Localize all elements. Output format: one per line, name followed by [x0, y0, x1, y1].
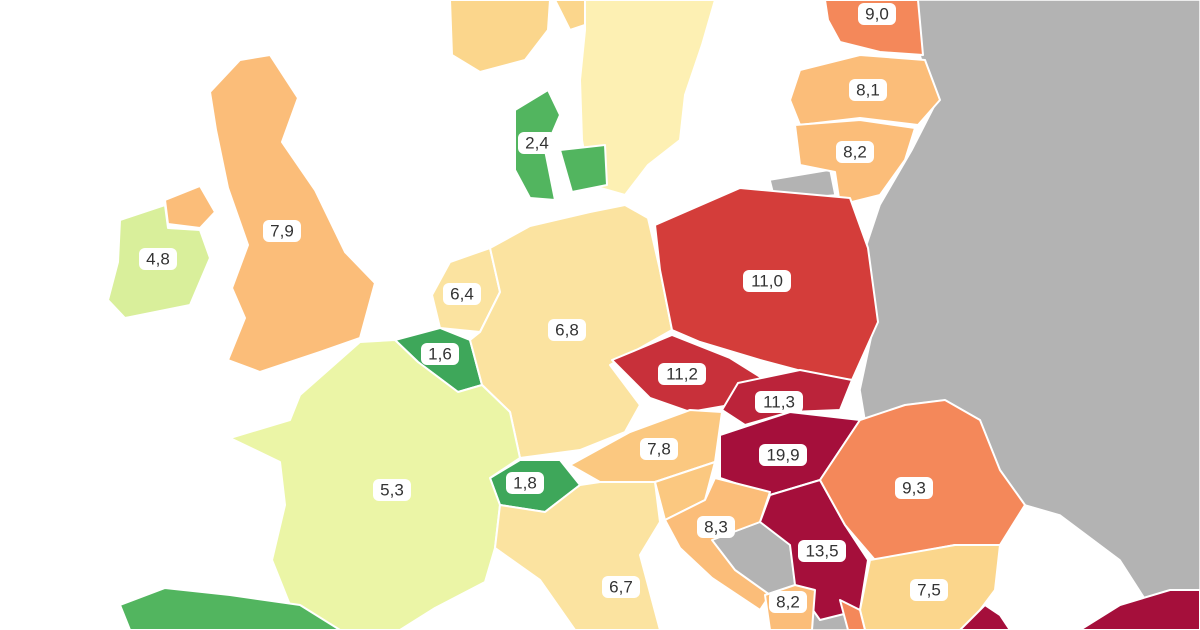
label-latvia: 8,1 — [849, 79, 887, 101]
label-bg — [697, 516, 735, 538]
label-bg — [769, 591, 807, 613]
value-labels: 9,0 8,1 8,2 2,4 7,9 4,8 6,4 1,6 6,8 11,0 11,2 11,3 1… — [139, 3, 948, 613]
label-czechia: 11,2 — [658, 363, 706, 385]
label-montenegro: 8,2 — [769, 591, 807, 613]
label-value: 11,0 — [751, 271, 783, 290]
sweden[interactable] — [579, 0, 716, 196]
label-ireland: 4,8 — [139, 248, 177, 270]
label-france: 5,3 — [373, 479, 411, 501]
label-germany: 6,8 — [548, 319, 586, 341]
label-bg — [263, 220, 301, 242]
denmark[interactable] — [514, 89, 608, 201]
label-value: 11,3 — [763, 392, 795, 411]
label-value: 2,4 — [525, 133, 549, 152]
label-romania: 9,3 — [895, 477, 933, 499]
label-bg — [518, 132, 556, 154]
turkey[interactable] — [959, 589, 1200, 630]
label-bg — [849, 79, 887, 101]
estonia[interactable] — [824, 0, 924, 56]
label-lithuania: 8,2 — [836, 141, 874, 163]
label-slovakia: 11,3 — [755, 391, 803, 413]
label-value: 11,2 — [666, 364, 698, 383]
label-bulgaria: 7,5 — [910, 579, 948, 601]
label-bg — [548, 319, 586, 341]
uk[interactable] — [209, 54, 376, 373]
label-italy: 6,7 — [602, 576, 640, 598]
label-value: 7,5 — [917, 580, 941, 599]
label-value: 6,4 — [450, 284, 474, 303]
label-bg — [506, 472, 544, 494]
spain[interactable] — [119, 587, 341, 630]
label-value: 19,9 — [766, 445, 799, 464]
label-value: 8,1 — [856, 80, 880, 99]
label-value: 8,2 — [843, 142, 867, 161]
label-value: 7,8 — [647, 439, 671, 458]
finland-top[interactable] — [449, 0, 601, 73]
label-bg — [443, 283, 481, 305]
label-bg — [910, 579, 948, 601]
northern-ireland[interactable] — [164, 185, 216, 229]
label-bg — [755, 391, 803, 413]
label-value: 8,3 — [704, 517, 728, 536]
north-macedonia[interactable] — [839, 599, 866, 630]
label-value: 1,6 — [428, 344, 452, 363]
label-value: 13,5 — [805, 541, 838, 560]
label-bg — [858, 3, 896, 25]
label-value: 6,8 — [555, 320, 579, 339]
label-bg — [798, 540, 846, 562]
label-value: 6,7 — [609, 577, 633, 596]
label-serbia: 13,5 — [798, 540, 846, 562]
label-bg — [640, 438, 678, 460]
label-value: 4,8 — [146, 249, 170, 268]
label-bg — [743, 270, 791, 292]
label-value: 7,9 — [270, 221, 294, 240]
label-uk: 7,9 — [263, 220, 301, 242]
label-belgium: 1,6 — [421, 343, 459, 365]
label-austria: 7,8 — [640, 438, 678, 460]
label-bg — [895, 477, 933, 499]
label-value: 5,3 — [380, 480, 404, 499]
label-value: 9,0 — [865, 4, 889, 23]
label-value: 9,3 — [902, 478, 926, 497]
label-bg — [602, 576, 640, 598]
label-bg — [139, 248, 177, 270]
label-denmark: 2,4 — [518, 132, 556, 154]
label-estonia: 9,0 — [858, 3, 896, 25]
label-poland: 11,0 — [743, 270, 791, 292]
label-bg — [421, 343, 459, 365]
label-value: 8,2 — [776, 592, 800, 611]
label-bg — [658, 363, 706, 385]
label-bg — [836, 141, 874, 163]
label-hungary: 19,9 — [759, 444, 807, 466]
label-bg — [759, 444, 807, 466]
label-value: 1,8 — [513, 473, 537, 492]
label-netherlands: 6,4 — [443, 283, 481, 305]
croatia[interactable] — [664, 477, 771, 611]
label-croatia: 8,3 — [697, 516, 735, 538]
label-switzerland: 1,8 — [506, 472, 544, 494]
label-bg — [373, 479, 411, 501]
